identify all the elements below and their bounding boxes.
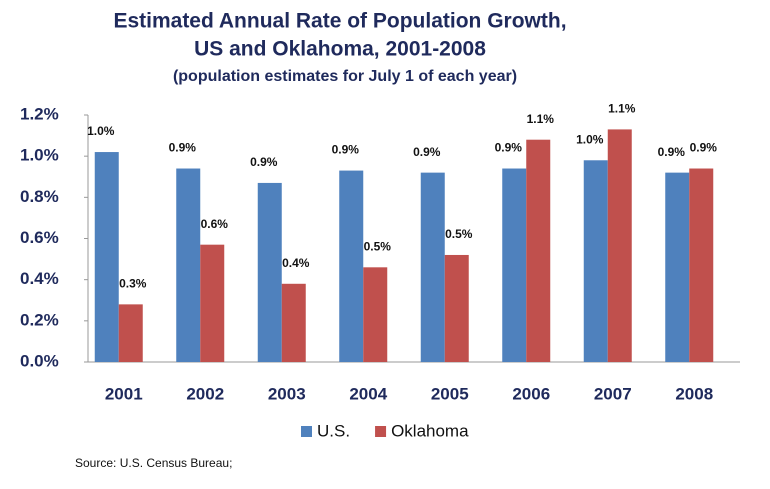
y-tick-label: 0.0%: [20, 351, 59, 370]
bar: [444, 254, 469, 362]
value-label: 0.9%: [413, 145, 441, 159]
y-tick-label: 0.8%: [20, 187, 59, 206]
x-tick-label: 2007: [594, 384, 632, 403]
bar: [607, 129, 632, 362]
y-tick-label: 0.2%: [20, 310, 59, 329]
x-tick-label: 2005: [431, 384, 469, 403]
bar: [665, 172, 690, 362]
bar: [200, 244, 225, 362]
bar: [583, 160, 608, 362]
bar: [339, 170, 364, 362]
bar: [526, 139, 551, 362]
value-label: 0.9%: [690, 141, 718, 155]
value-label: 0.3%: [119, 277, 147, 291]
chart-subtitle: US and Oklahoma, 2001-2008: [194, 38, 486, 61]
bar: [94, 152, 119, 362]
y-tick-label: 0.4%: [20, 269, 59, 288]
legend-swatch: [301, 426, 312, 437]
value-label: 0.4%: [282, 256, 310, 270]
value-label: 0.9%: [332, 143, 360, 157]
value-label: 0.5%: [364, 239, 392, 253]
value-label: 0.9%: [658, 145, 686, 159]
value-label: 0.5%: [445, 227, 473, 241]
bar: [281, 283, 306, 362]
chart-note: (population estimates for July 1 of each…: [173, 68, 517, 85]
value-label: 0.9%: [250, 155, 278, 169]
value-label: 1.0%: [87, 124, 115, 138]
bar: [420, 172, 445, 362]
x-tick-label: 2004: [349, 384, 387, 403]
chart-title: Estimated Annual Rate of Population Grow…: [113, 10, 566, 33]
value-label: 1.0%: [576, 132, 604, 146]
value-label: 0.6%: [201, 217, 229, 231]
bar: [176, 168, 201, 362]
bar: [118, 304, 143, 362]
bar: [689, 168, 714, 362]
y-tick-label: 1.0%: [20, 146, 59, 165]
source: Source: U.S. Census Bureau;: [75, 456, 232, 470]
x-tick-label: 2006: [512, 384, 550, 403]
legend-label: Oklahoma: [391, 421, 469, 440]
value-label: 0.9%: [495, 141, 523, 155]
bar: [363, 267, 388, 362]
legend-swatch: [375, 426, 387, 437]
value-label: 1.1%: [527, 112, 555, 126]
x-tick-label: 2003: [268, 384, 306, 403]
x-tick-label: 2001: [105, 384, 143, 403]
y-tick-label: 1.2%: [20, 104, 59, 123]
bar: [502, 168, 527, 362]
bar: [257, 182, 282, 362]
y-tick-label: 0.6%: [20, 228, 59, 247]
x-tick-label: 2002: [186, 384, 224, 403]
legend-label: U.S.: [317, 421, 350, 440]
x-tick-label: 2008: [675, 384, 713, 403]
value-label: 0.9%: [169, 141, 197, 155]
value-label: 1.1%: [608, 102, 636, 116]
